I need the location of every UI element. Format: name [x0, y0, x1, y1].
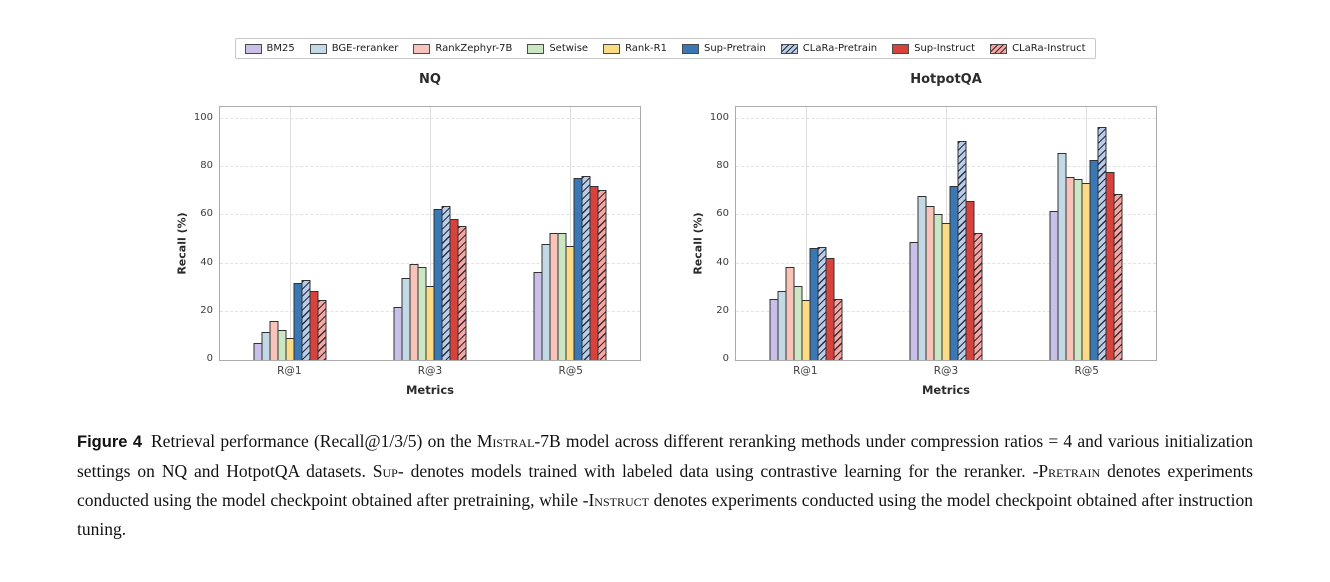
caption-text: Instruct	[588, 490, 649, 510]
chart-hotpotqa: Recall (%) 0 20 40 60 80 100 HotpotQA R@1 R@3 R…	[689, 72, 1157, 397]
legend-item-rankzephyr-7b: RankZephyr-7B	[413, 43, 512, 54]
x-tick-r-5: R@5	[558, 365, 583, 377]
bars-cluster	[769, 247, 843, 360]
plot-area	[219, 106, 641, 361]
y-tick-0: 0	[722, 353, 729, 364]
y-tick-100: 100	[193, 112, 213, 123]
plot-column: HotpotQA R@1 R@3 R@5 Metrics	[735, 72, 1157, 397]
legend-swatch-setwise	[527, 43, 545, 54]
legend-item-bm25: BM25	[244, 43, 295, 54]
x-axis-ticks: R@1 R@3 R@5	[735, 365, 1157, 381]
y-axis-label: Recall (%)	[691, 212, 705, 275]
legend-item-sup-pretrain: Sup-Pretrain	[681, 43, 766, 54]
bars-cluster	[533, 176, 607, 360]
chart-title: HotpotQA	[910, 72, 982, 87]
y-tick-60: 60	[716, 208, 729, 220]
bar-group-r-3	[360, 107, 500, 360]
bar-clara-instruct-r-5	[597, 190, 607, 360]
legend-label: CLaRa-Instruct	[1012, 43, 1086, 54]
y-tick-80: 80	[200, 160, 213, 172]
x-tick-r-1: R@1	[793, 365, 818, 377]
y-axis-label-column: Recall (%)	[173, 72, 191, 397]
plot-area	[735, 106, 1157, 361]
caption-text: Pretrain	[1038, 461, 1101, 481]
y-axis-label: Recall (%)	[175, 212, 189, 275]
legend-label: Setwise	[549, 43, 589, 54]
y-tick-60: 60	[200, 208, 213, 220]
legend-label: Sup-Instruct	[914, 43, 976, 54]
y-axis-ticks: 0 20 40 60 80 100	[707, 106, 735, 364]
legend-swatch-bge-reranker	[309, 43, 327, 54]
legend-item-bge-reranker: BGE-reranker	[309, 43, 399, 54]
y-axis-ticks: 0 20 40 60 80 100	[191, 106, 219, 364]
chart-legend: BM25 BGE-reranker RankZephyr-7B Setwise Rank…	[234, 38, 1096, 59]
caption-text: denotes experiments conducted using the …	[77, 461, 1253, 510]
legend-label: Sup-Pretrain	[703, 43, 766, 54]
legend-swatch-clara-pretrain	[780, 43, 798, 54]
caption-text: denotes models trained with labeled data…	[403, 461, 1039, 481]
legend-item-clara-instruct: CLaRa-Instruct	[990, 43, 1086, 54]
bar-group-r-3	[876, 107, 1016, 360]
chart-title: NQ	[419, 72, 441, 87]
y-tick-80: 80	[716, 160, 729, 172]
gridline-vertical	[806, 107, 807, 360]
bar-clara-instruct-r-5	[1113, 194, 1123, 360]
legend-item-sup-instruct: Sup-Instruct	[892, 43, 975, 54]
legend-swatch-rank-r1	[603, 43, 621, 54]
y-tick-0: 0	[206, 353, 213, 364]
caption-figure-label: Figure 4	[77, 433, 142, 451]
legend-label: Rank-R1	[625, 43, 667, 54]
bar-group-r-5	[500, 107, 640, 360]
figure-caption: Figure 4 Retrieval performance (Recall@1/…	[77, 427, 1253, 544]
y-tick-100: 100	[709, 112, 729, 123]
bars-cluster	[909, 141, 983, 360]
x-tick-r-1: R@1	[277, 365, 302, 377]
bar-group-r-1	[736, 107, 876, 360]
legend-swatch-sup-pretrain	[681, 43, 699, 54]
bar-clara-instruct-r-1	[317, 300, 327, 360]
x-axis-label: Metrics	[405, 383, 455, 397]
legend-label: CLaRa-Pretrain	[802, 43, 878, 54]
y-tick-40: 40	[200, 256, 213, 268]
bar-clara-instruct-r-1	[833, 299, 843, 360]
legend-item-setwise: Setwise	[527, 43, 588, 54]
bar-clara-instruct-r-3	[973, 233, 983, 360]
gridline-vertical	[570, 107, 571, 360]
x-tick-r-3: R@3	[933, 365, 959, 377]
legend-label: BM25	[266, 43, 295, 54]
bar-group-r-1	[220, 107, 360, 360]
x-tick-r-5: R@5	[1074, 365, 1099, 377]
bar-group-r-5	[1016, 107, 1156, 360]
legend-item-clara-pretrain: CLaRa-Pretrain	[780, 43, 878, 54]
caption-text: denotes experiments conducted using the …	[77, 490, 1254, 539]
caption-text: Mistral	[476, 431, 535, 451]
gridline-vertical	[290, 107, 291, 360]
gridline-vertical	[430, 107, 431, 360]
legend-swatch-sup-instruct	[892, 43, 910, 54]
caption-text: -7B model across different reranking met…	[77, 431, 1253, 481]
y-tick-40: 40	[716, 256, 729, 268]
legend-swatch-bm25	[244, 43, 262, 54]
legend-label: RankZephyr-7B	[435, 43, 513, 54]
legend-label: BGE-reranker	[331, 43, 399, 54]
legend-swatch-rankzephyr-7b	[413, 43, 431, 54]
legend-swatch-clara-instruct	[990, 43, 1008, 54]
bar-clara-instruct-r-3	[457, 226, 467, 360]
y-tick-20: 20	[716, 304, 729, 316]
x-axis-ticks: R@1 R@3 R@5	[219, 365, 641, 381]
charts-row: Recall (%) 0 20 40 60 80 100 NQ R@1 R@3 R@5 Met…	[0, 72, 1330, 397]
chart-nq: Recall (%) 0 20 40 60 80 100 NQ R@1 R@3 R@5 Met…	[173, 72, 641, 397]
bars-cluster	[253, 280, 327, 360]
x-axis-label: Metrics	[921, 383, 971, 397]
plot-column: NQ R@1 R@3 R@5 Metrics	[219, 72, 641, 397]
legend-item-rank-r1: Rank-R1	[603, 43, 667, 54]
caption-text: Retrieval performance (Recall@1/3/5) on …	[151, 431, 477, 451]
x-tick-r-3: R@3	[417, 365, 443, 377]
bars-cluster	[1049, 127, 1123, 360]
bars-cluster	[393, 206, 467, 360]
y-tick-20: 20	[200, 304, 213, 316]
y-axis-label-column: Recall (%)	[689, 72, 707, 397]
caption-text: Sup-	[372, 461, 404, 481]
